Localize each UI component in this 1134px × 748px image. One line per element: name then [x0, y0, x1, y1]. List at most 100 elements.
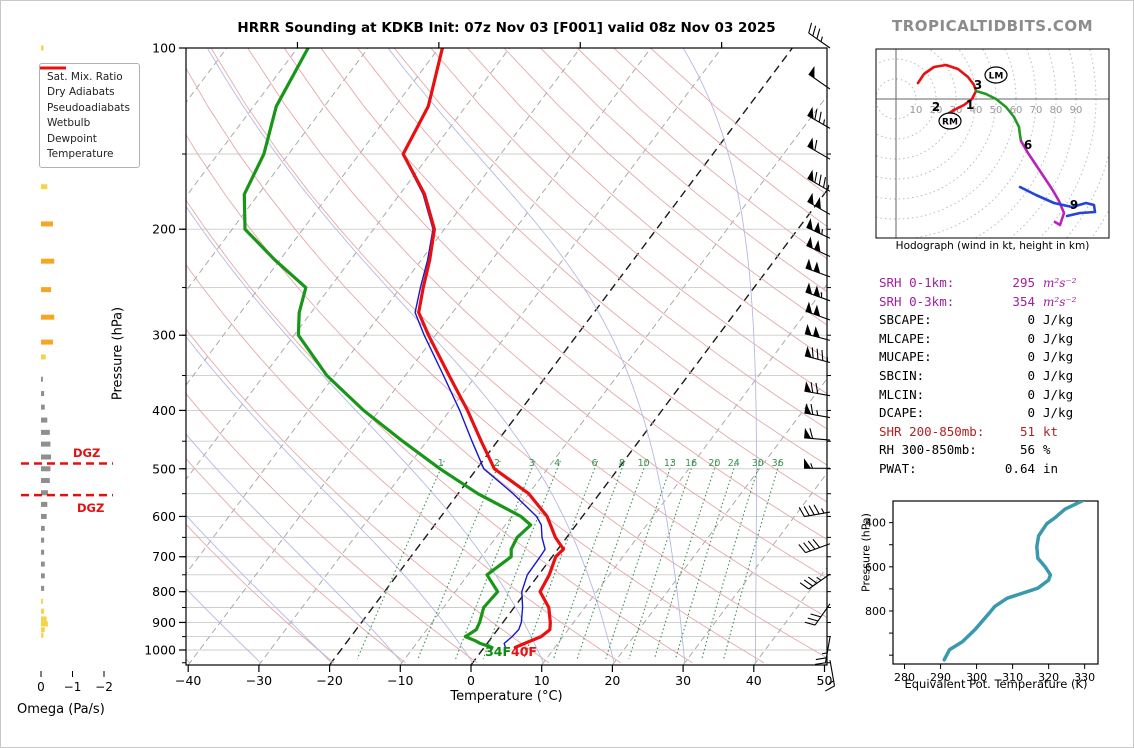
stat-value: 0 — [1027, 330, 1035, 346]
stat-label: SBCIN: — [879, 367, 925, 383]
svg-text:10: 10 — [534, 673, 550, 688]
stat-label: DCAPE: — [879, 405, 925, 421]
omega-bar — [41, 621, 48, 627]
stat-unit: J/kg — [1043, 405, 1074, 421]
stat-value: 0 — [1027, 312, 1035, 328]
wind-barb — [808, 22, 831, 49]
svg-text:13: 13 — [664, 458, 676, 469]
omega-bar — [41, 525, 45, 531]
stat-unit: m²s⁻² — [1043, 294, 1077, 309]
legend-label: Temperature — [47, 148, 114, 161]
svg-text:30: 30 — [675, 673, 691, 688]
svg-text:1: 1 — [438, 458, 444, 469]
omega-bar — [41, 478, 50, 484]
stat-label: RH 300-850mb: — [879, 442, 977, 458]
svg-text:1000: 1000 — [144, 643, 176, 658]
stat-value: 0 — [1027, 349, 1035, 365]
stat-row: MUCAPE: 0 J/kg — [879, 349, 1101, 368]
wind-barb — [805, 301, 831, 321]
stat-unit: J/kg — [1043, 367, 1074, 383]
stats-panel: SRH 0-1km: 295 m²s⁻² SRH 0-3km: 354 m²s⁻² SBCA… — [879, 275, 1101, 480]
stat-value: 0.64 — [1004, 460, 1035, 476]
omega-bar — [41, 573, 45, 579]
stat-label: PWAT: — [879, 460, 917, 476]
svg-text:8: 8 — [619, 458, 625, 469]
stat-value: 0 — [1027, 367, 1035, 383]
omega-bar — [41, 454, 52, 460]
svg-text:70: 70 — [1030, 105, 1043, 116]
legend-label: Dewpoint — [47, 132, 97, 145]
stat-value: 0 — [1027, 405, 1035, 421]
svg-text:3: 3 — [974, 78, 982, 92]
omega-bar — [41, 404, 45, 410]
pressure-axis-label: Pressure (hPa) — [110, 306, 126, 401]
wind-barb — [804, 381, 831, 397]
omega-bar — [41, 441, 51, 447]
mixing-ratio-lines — [356, 460, 781, 660]
stat-value: 295 — [1012, 275, 1035, 290]
omega-bar — [41, 632, 44, 638]
stat-row: SBCIN: 0 J/kg — [879, 368, 1101, 387]
omega-bar — [41, 537, 45, 543]
stat-value: 0 — [1027, 386, 1035, 402]
legend-label: Sat. Mix. Ratio — [47, 70, 123, 83]
svg-text:3: 3 — [529, 458, 535, 469]
omega-bar — [41, 258, 55, 264]
stat-row: SHR 200-850mb: 51 kt — [879, 424, 1101, 443]
stat-row: DCAPE: 0 J/kg — [879, 405, 1101, 424]
svg-text:600: 600 — [865, 561, 886, 574]
svg-text:800: 800 — [865, 605, 886, 618]
svg-text:40: 40 — [970, 105, 983, 116]
stat-row: MLCIN: 0 J/kg — [879, 387, 1101, 406]
omega-bar — [41, 490, 48, 496]
svg-text:LM: LM — [989, 72, 1004, 82]
svg-text:−1: −1 — [64, 680, 82, 694]
omega-bar — [41, 314, 55, 320]
legend: Sat. Mix. Ratio Dry Adiabats Pseudoadiabat… — [39, 63, 140, 168]
svg-text:400: 400 — [152, 403, 176, 418]
omega-bar — [41, 354, 46, 360]
omega-bar — [41, 391, 45, 397]
svg-text:DGZ: DGZ — [77, 501, 104, 515]
svg-text:24: 24 — [728, 458, 740, 469]
wind-barb — [807, 192, 831, 215]
omega-axis-label: Omega (Pa/s) — [17, 702, 105, 717]
omega-bar — [41, 429, 50, 435]
omega-bar — [41, 184, 48, 190]
svg-text:280: 280 — [894, 671, 915, 684]
svg-text:300: 300 — [152, 328, 176, 343]
pseudoadiabat-lines — [186, 48, 757, 664]
svg-text:10: 10 — [910, 105, 923, 116]
legend-item: Dry Adiabats — [40, 67, 130, 101]
svg-text:−20: −20 — [316, 673, 342, 688]
svg-text:40: 40 — [746, 673, 762, 688]
svg-text:400: 400 — [865, 517, 886, 530]
omega-bar — [41, 561, 45, 567]
omega-bar — [41, 585, 45, 591]
stat-label: MUCAPE: — [879, 349, 932, 365]
svg-text:90: 90 — [1070, 105, 1083, 116]
svg-text:330: 330 — [1074, 671, 1095, 684]
temperature-curve — [401, 48, 566, 650]
omega-bar — [41, 549, 45, 555]
wind-barb — [825, 660, 836, 692]
wind-barb — [806, 236, 831, 258]
stat-label: SRH 0-3km: — [879, 293, 955, 309]
wind-barb — [808, 65, 831, 90]
thetae-curve — [942, 501, 1085, 662]
stat-value: 56 — [1019, 442, 1035, 458]
svg-text:20: 20 — [708, 458, 720, 469]
stat-unit: % — [1043, 442, 1051, 458]
svg-text:320: 320 — [1038, 671, 1059, 684]
svg-text:−40: −40 — [175, 673, 201, 688]
dry-adiabat-lines — [186, 48, 827, 664]
omega-bar — [41, 627, 45, 633]
wind-barbs — [798, 22, 836, 692]
legend-label: Dry Adiabats — [47, 86, 115, 99]
svg-text:10: 10 — [638, 458, 650, 469]
stat-unit: J/kg — [1043, 330, 1074, 346]
stat-unit: J/kg — [1043, 312, 1074, 328]
stat-label: SBCAPE: — [879, 312, 932, 328]
